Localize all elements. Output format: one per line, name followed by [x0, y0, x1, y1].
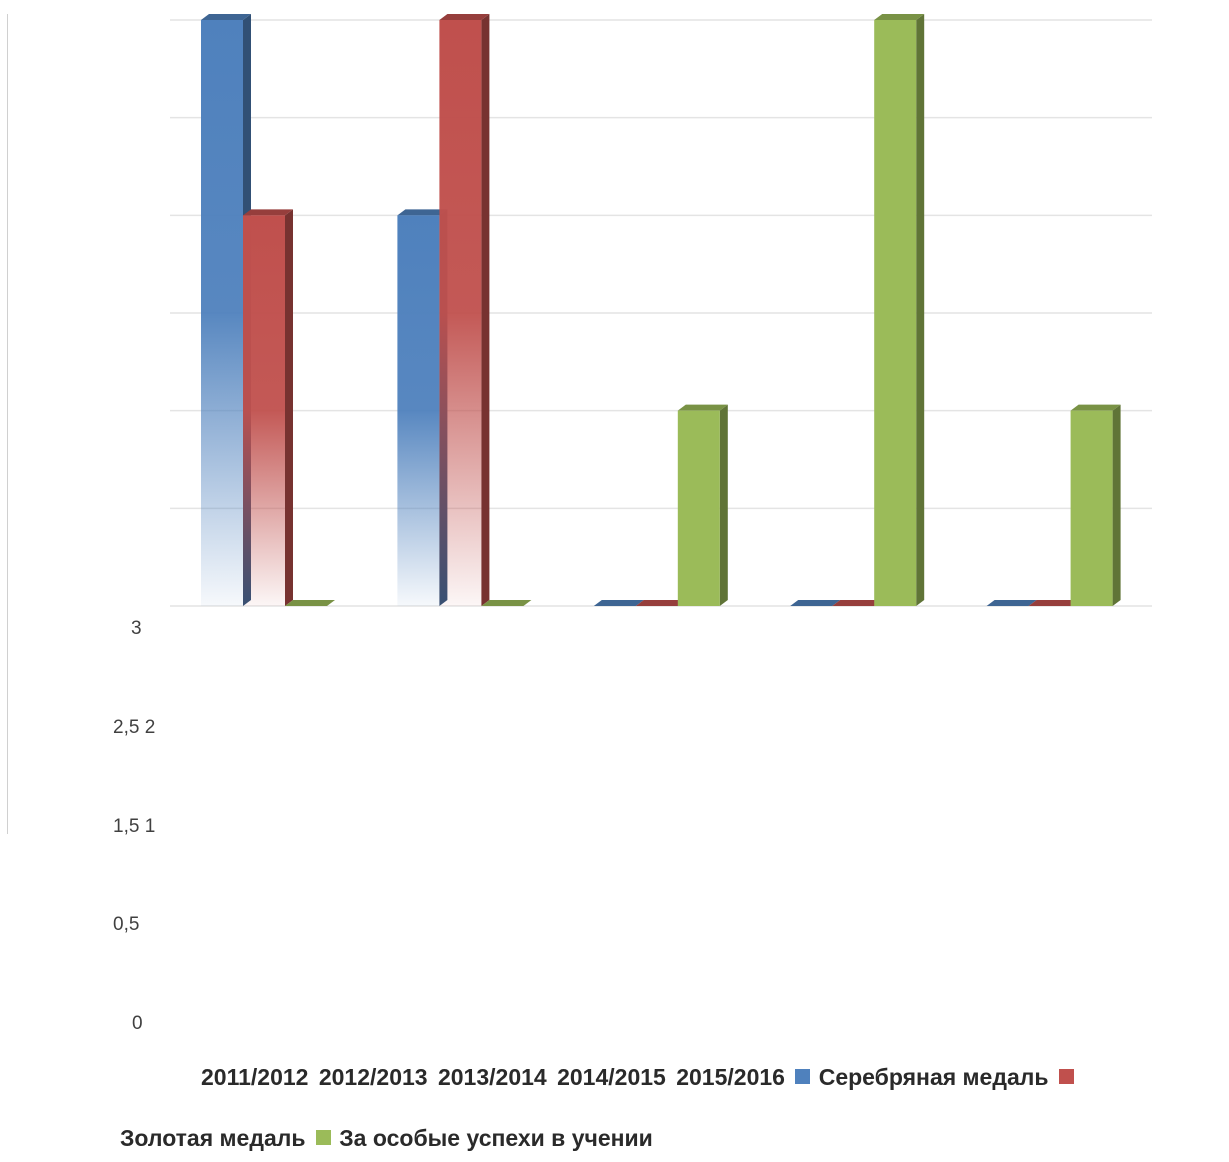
bar-top — [397, 209, 448, 216]
bar-top — [481, 600, 532, 606]
bar — [874, 14, 925, 606]
bar — [832, 600, 883, 607]
bar — [439, 14, 490, 606]
bar-top — [285, 600, 335, 606]
y-tick-label: 0 — [132, 1013, 143, 1034]
legend-label-silver: Серебряная медаль — [818, 1064, 1049, 1090]
bar-front — [201, 20, 243, 606]
bar — [243, 209, 293, 607]
bar-top — [593, 600, 644, 606]
category-label: 2011/2012 — [201, 1064, 309, 1090]
bar-top — [1070, 404, 1121, 411]
bar — [677, 404, 728, 606]
bar-top — [874, 14, 925, 20]
bars — [201, 14, 1121, 607]
bar-top — [677, 404, 728, 411]
bar — [635, 600, 686, 607]
bar — [285, 600, 335, 607]
bar-top — [635, 600, 686, 606]
bar-top — [790, 600, 841, 606]
bar-top — [439, 14, 490, 20]
bar-side — [1112, 404, 1121, 606]
y-tick-label: 0,5 — [113, 914, 140, 935]
legend-label-gold: Золотая медаль — [120, 1125, 306, 1151]
y-tick-label: 1,5 1 — [113, 816, 156, 837]
bar — [790, 600, 841, 607]
category-label: 2012/2013 — [318, 1064, 428, 1090]
bar — [986, 600, 1037, 607]
category-label: 2015/2016 — [676, 1064, 785, 1090]
legend-line-2: Золотая медаль За особые успехи в учении — [120, 1125, 653, 1152]
bar-side — [719, 404, 728, 606]
legend-swatch-silver — [795, 1069, 811, 1084]
bar-top — [986, 600, 1037, 606]
category-label: 2014/2015 — [557, 1064, 666, 1090]
bar-top — [201, 14, 251, 20]
bar-front — [397, 215, 440, 607]
gridlines — [170, 19, 1152, 607]
bar — [1070, 404, 1121, 606]
bar-front — [677, 410, 720, 606]
bar-front — [874, 20, 917, 606]
bar-front — [1070, 410, 1113, 606]
bar-top — [832, 600, 883, 606]
bar — [481, 600, 532, 607]
y-tick-label: 3 — [131, 618, 142, 639]
legend-swatch-success — [315, 1130, 331, 1145]
bar-top — [1028, 600, 1079, 606]
bar-top — [243, 209, 293, 216]
bar-side — [916, 14, 925, 606]
left-border-line — [7, 14, 8, 834]
legend-label-success: За особые успехи в учении — [339, 1125, 653, 1151]
legend-line-1: 2011/2012 2012/2013 2013/2014 2014/2015 … — [201, 1064, 1076, 1091]
category-label: 2013/2014 — [437, 1064, 547, 1090]
legend-swatch-gold — [1058, 1069, 1074, 1084]
bar-side — [285, 209, 293, 607]
bar — [593, 600, 644, 607]
bar — [1028, 600, 1079, 607]
bar-front — [439, 20, 482, 606]
bar-front — [243, 215, 285, 607]
y-tick-label: 2,5 2 — [113, 717, 156, 738]
bar-side — [481, 14, 490, 606]
